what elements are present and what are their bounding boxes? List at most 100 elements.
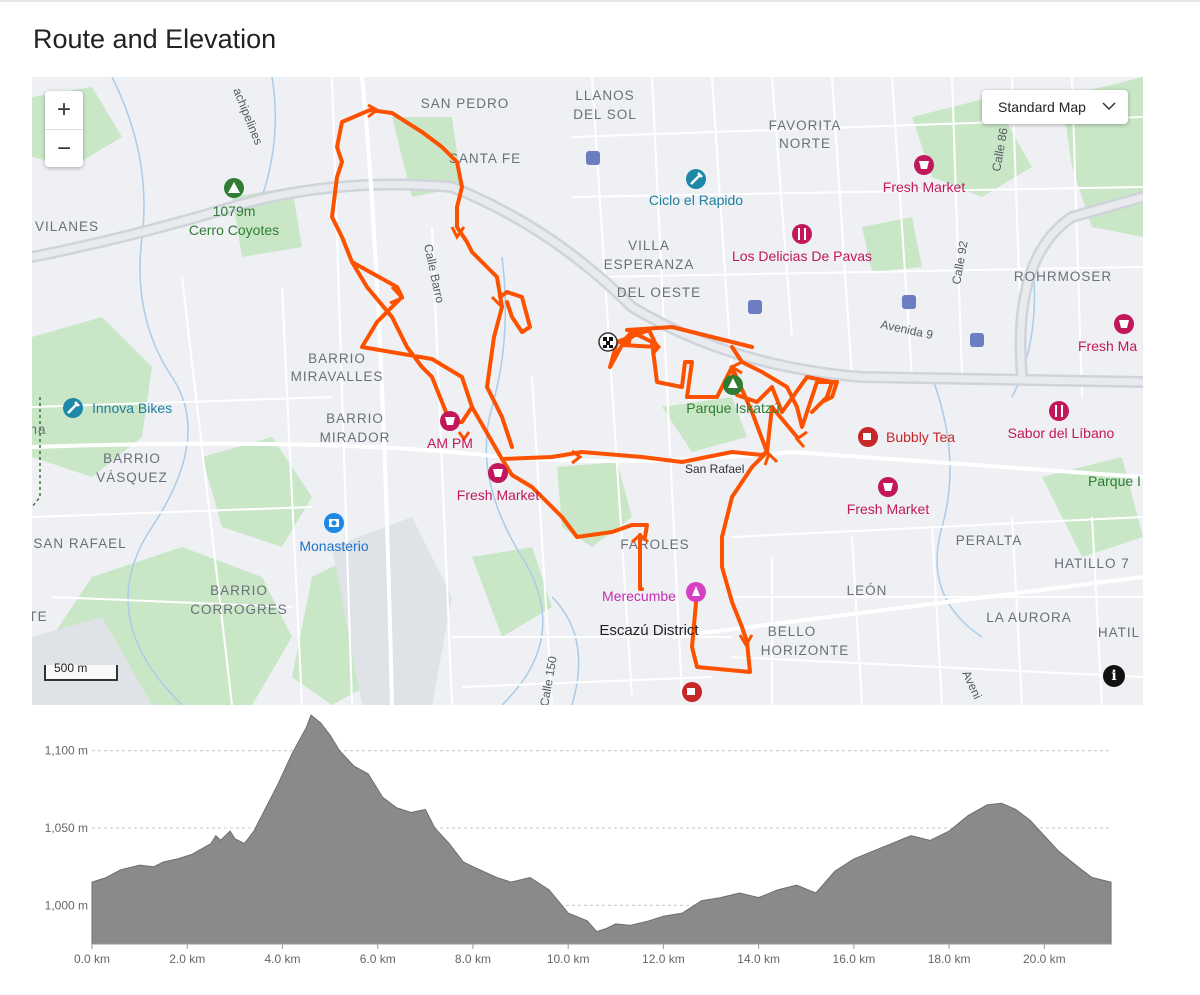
poi-merecumbe[interactable]: Merecumbe: [602, 582, 706, 604]
label-bello: BELLO: [768, 624, 817, 639]
x-tick-label: 2.0 km: [169, 952, 205, 966]
label-faroles: FAROLES: [620, 537, 689, 552]
poi-label-fresh-market-2: Fresh Market: [457, 487, 540, 503]
poi-escazu: Escazú District: [599, 622, 699, 639]
elevation-chart[interactable]: 1,000 m 1,050 m 1,100 m 0.0 km 2.0 km 4.0 km…: [0, 712, 1200, 995]
x-tick-label: 6.0 km: [360, 952, 396, 966]
label-la-aurora: LA AURORA: [986, 610, 1072, 625]
label-santa-fe: SANTA FE: [449, 151, 521, 166]
poi-label-monasterio: Monasterio: [299, 538, 368, 554]
label-barrio-mirador-1: BARRIO: [326, 411, 384, 426]
poi-parque-iskatzu[interactable]: Parque Iskatzú: [686, 375, 780, 416]
poi-fresh-market-right[interactable]: Fresh Ma: [1078, 314, 1137, 354]
poi-label-innova: Innova Bikes: [92, 400, 172, 416]
poi-delicias[interactable]: Los Delicias De Pavas: [732, 224, 872, 264]
poi-ampm[interactable]: AM PM: [427, 411, 473, 451]
label-del-sol: DEL SOL: [573, 107, 637, 122]
label-barrio-miravalles-2: MIRAVALLES: [291, 369, 384, 384]
start-finish-marker[interactable]: [598, 332, 618, 352]
street-label-calle-92: Calle 92: [949, 239, 970, 285]
street-label-avenida: Aveni: [959, 668, 984, 701]
x-tick-label: 14.0 km: [737, 952, 780, 966]
label-hatil: HATIL: [1098, 625, 1140, 640]
label-llanos: LLANOS: [575, 88, 634, 103]
label-norte: NORTE: [779, 136, 831, 151]
poi-label-ampm: AM PM: [427, 435, 473, 451]
y-tick-label: 1,050 m: [45, 821, 88, 835]
poi-label-parque-iskatzu: Parque Iskatzú: [686, 400, 779, 416]
poi-bubbly-tea[interactable]: Bubbly Tea: [858, 427, 955, 447]
x-tick-label: 16.0 km: [833, 952, 876, 966]
poi-cafe[interactable]: [682, 682, 702, 702]
poi-innova-bikes[interactable]: Innova Bikes: [63, 398, 172, 418]
x-tick-label: 18.0 km: [928, 952, 971, 966]
poi-label-peak-elev: 1079m: [213, 203, 256, 219]
label-horizonte: HORIZONTE: [761, 643, 850, 658]
label-barrio-mirador-2: MIRADOR: [320, 430, 391, 445]
route-map[interactable]: SAN PEDRO LLANOS DEL SOL FAVORITA NORTE …: [32, 77, 1143, 705]
transit-icons: [586, 151, 984, 347]
label-peralta: PERALTA: [956, 533, 1023, 548]
zoom-in-button[interactable]: +: [56, 96, 71, 123]
poi-label-parque-right: Parque I: [1088, 473, 1141, 489]
poi-ciclo-el-rapido[interactable]: Ciclo el Rapido: [649, 169, 743, 208]
highway-inner: [32, 181, 1143, 386]
top-border: [0, 0, 1200, 2]
poi-fresh-market-2[interactable]: Fresh Market: [457, 463, 540, 503]
street-label-avenida-9: Avenida 9: [879, 317, 934, 342]
page-title: Route and Elevation: [33, 24, 277, 54]
poi-label-cerro: Cerro Coyotes: [189, 222, 279, 238]
label-san-rafael-left: SAN RAFAEL: [33, 536, 126, 551]
poi-monasterio[interactable]: Monasterio: [299, 513, 369, 554]
label-te: TE: [32, 609, 48, 624]
terrain-shading: [32, 517, 452, 705]
map-style-label: Standard Map: [998, 99, 1086, 115]
map-style-select[interactable]: Standard Map: [982, 90, 1128, 124]
info-icon[interactable]: i: [1103, 665, 1125, 687]
x-tick-label: 10.0 km: [547, 952, 590, 966]
poi-fresh-market-3[interactable]: Fresh Market: [847, 477, 930, 517]
label-barrio-corrogres-1: BARRIO: [210, 583, 268, 598]
elevation-area: [91, 714, 1112, 945]
poi-parque-right[interactable]: Parque I: [1088, 473, 1141, 489]
poi-label-escazu: Escazú District: [599, 622, 699, 639]
map-canvas[interactable]: SAN PEDRO LLANOS DEL SOL FAVORITA NORTE …: [32, 77, 1143, 705]
street-label-san-rafael: San Rafael: [685, 462, 744, 476]
poi-sabor-libano[interactable]: Sabor del Líbano: [1008, 401, 1115, 441]
x-tick-label: 0.0 km: [74, 952, 110, 966]
x-tick-label: 8.0 km: [455, 952, 491, 966]
street-label-calle-150: Calle 150: [537, 655, 560, 705]
x-tick-label: 20.0 km: [1023, 952, 1066, 966]
label-barrio-corrogres-2: CORROGRES: [190, 602, 288, 617]
poi-label-fresh-market-right: Fresh Ma: [1078, 338, 1137, 354]
poi-label-merecumbe: Merecumbe: [602, 588, 676, 604]
poi-label-bubbly: Bubbly Tea: [886, 429, 955, 445]
y-tick-label: 1,000 m: [45, 898, 88, 912]
x-tick-label: 4.0 km: [264, 952, 300, 966]
label-vilanes: VILANES: [35, 219, 99, 234]
label-rohrmoser: ROHRMOSER: [1014, 269, 1112, 284]
scale-bar: 500 m: [44, 661, 118, 681]
elevation-y-ticks: 1,000 m 1,050 m 1,100 m: [45, 744, 88, 913]
elevation-x-ticks: 0.0 km 2.0 km 4.0 km 6.0 km 8.0 km 10.0 km 12.…: [74, 944, 1066, 966]
poi-label-sabor: Sabor del Líbano: [1008, 425, 1115, 441]
poi-label-delicias: Los Delicias De Pavas: [732, 248, 872, 264]
scale-label: 500 m: [54, 661, 88, 675]
label-barrio-miravalles-1: BARRIO: [308, 351, 366, 366]
poi-label-ciclo: Ciclo el Rapido: [649, 192, 743, 208]
poi-label-fresh-market-1: Fresh Market: [883, 179, 966, 195]
trail-line: [32, 397, 41, 508]
street-label-chipelines: achipelines: [230, 86, 265, 147]
poi-cerro-coyotes[interactable]: 1079m Cerro Coyotes: [189, 178, 279, 238]
label-barrio-vasquez-2: VÁSQUEZ: [96, 470, 168, 485]
y-tick-label: 1,100 m: [45, 744, 88, 758]
label-del-oeste: DEL OESTE: [617, 285, 701, 300]
zoom-control[interactable]: + −: [45, 91, 83, 167]
street-label-calle-barro: Calle Barro: [421, 243, 447, 305]
zoom-out-button[interactable]: −: [45, 129, 83, 167]
poi-fresh-market-1[interactable]: Fresh Market: [883, 155, 966, 195]
label-villa: VILLA: [628, 238, 670, 253]
label-na: na: [32, 422, 47, 437]
x-tick-label: 12.0 km: [642, 952, 685, 966]
label-barrio-vasquez-1: BARRIO: [103, 451, 161, 466]
